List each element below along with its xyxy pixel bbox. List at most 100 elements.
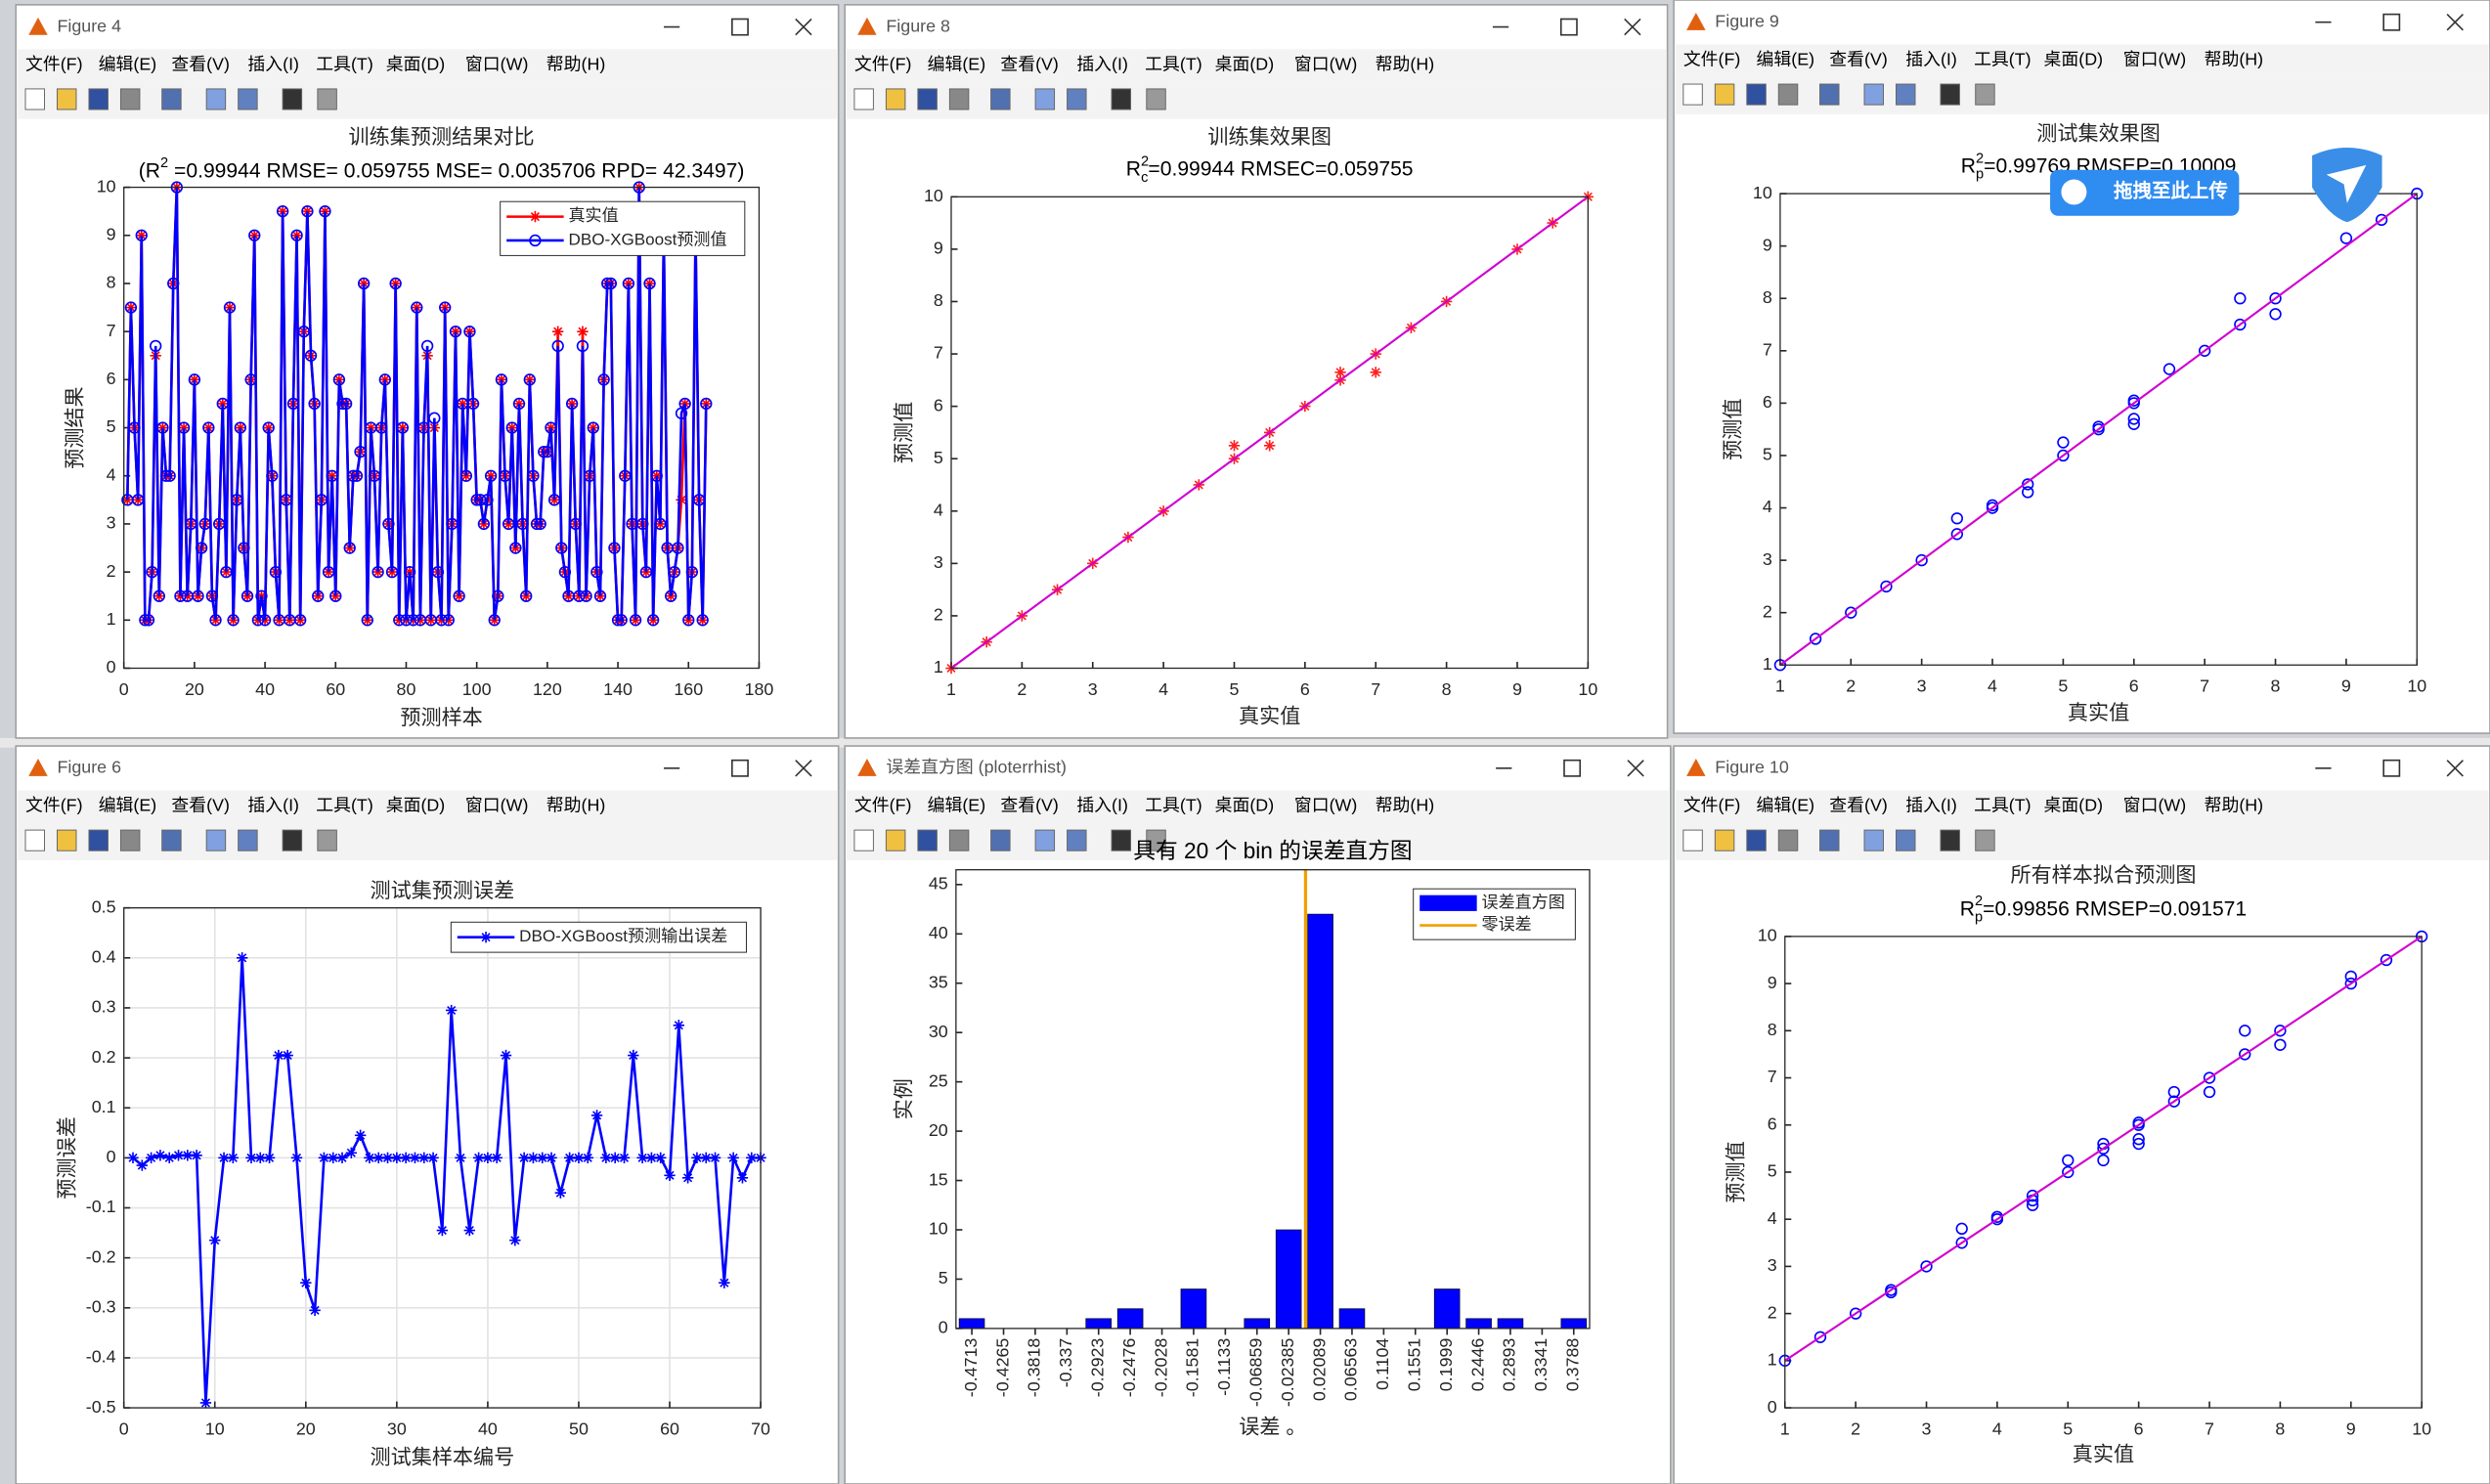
menu-item[interactable]: 工具(T): [316, 54, 373, 73]
toolbar-button[interactable]: [1146, 829, 1166, 851]
maximize-button[interactable]: [2382, 13, 2401, 31]
menu-item[interactable]: 桌面(D): [1215, 795, 1275, 814]
toolbar-button[interactable]: [1146, 88, 1166, 110]
maximize-button[interactable]: [1559, 18, 1578, 36]
menu-item[interactable]: 窗口(W): [2123, 795, 2187, 814]
menu-item[interactable]: 查看(V): [171, 54, 230, 73]
toolbar-button[interactable]: [205, 88, 227, 110]
toolbar-button[interactable]: [24, 88, 45, 110]
menu-item[interactable]: 帮助(H): [546, 795, 606, 814]
menu-item[interactable]: 查看(V): [171, 795, 230, 814]
maximize-button[interactable]: [2382, 759, 2401, 777]
toolbar-button[interactable]: [119, 829, 141, 851]
toolbar-button[interactable]: [56, 88, 77, 110]
toolbar-button[interactable]: [1034, 88, 1056, 110]
toolbar-button[interactable]: [1111, 88, 1132, 110]
menu-item[interactable]: 窗口(W): [1294, 795, 1358, 814]
maximize-button[interactable]: [1563, 759, 1582, 777]
menu-item[interactable]: 工具(T): [1145, 54, 1202, 73]
toolbar-button[interactable]: [1777, 829, 1799, 851]
menu-item[interactable]: 帮助(H): [1376, 795, 1435, 814]
menu-item[interactable]: 插入(I): [1076, 54, 1128, 73]
menu-item[interactable]: 编辑(E): [99, 795, 157, 814]
menu-item[interactable]: 工具(T): [1145, 795, 1202, 814]
close-button[interactable]: [1627, 760, 1644, 777]
menu-item[interactable]: 文件(F): [25, 795, 83, 814]
toolbar-button[interactable]: [1975, 829, 1995, 851]
menu-item[interactable]: 文件(F): [1683, 795, 1741, 814]
toolbar-button[interactable]: [948, 829, 970, 851]
toolbar-button[interactable]: [885, 88, 906, 110]
toolbar-button[interactable]: [1746, 83, 1767, 106]
toolbar-button[interactable]: [161, 88, 182, 110]
toolbar-button[interactable]: [1863, 829, 1884, 851]
toolbar-button[interactable]: [282, 829, 303, 851]
menu-item[interactable]: 插入(I): [247, 795, 299, 814]
menu-item[interactable]: 查看(V): [1000, 795, 1059, 814]
menu-item[interactable]: 编辑(E): [1757, 795, 1815, 814]
toolbar-button[interactable]: [56, 829, 77, 851]
toolbar-button[interactable]: [119, 88, 141, 110]
close-button[interactable]: [2446, 760, 2464, 777]
toolbar-button[interactable]: [1067, 88, 1087, 110]
toolbar-button[interactable]: [917, 829, 938, 851]
toolbar-button[interactable]: [1682, 829, 1703, 851]
toolbar-button[interactable]: [317, 829, 337, 851]
menu-item[interactable]: 桌面(D): [386, 54, 446, 73]
menu-item[interactable]: 帮助(H): [2205, 795, 2264, 814]
close-button[interactable]: [1624, 18, 1641, 36]
toolbar-button[interactable]: [238, 88, 258, 110]
toolbar-button[interactable]: [205, 829, 227, 851]
toolbar-button[interactable]: [238, 829, 258, 851]
toolbar-button[interactable]: [885, 829, 906, 851]
toolbar-button[interactable]: [1067, 829, 1087, 851]
menu-item[interactable]: 窗口(W): [1294, 54, 1358, 73]
toolbar-button[interactable]: [917, 88, 938, 110]
toolbar-button[interactable]: [1975, 83, 1995, 106]
close-button[interactable]: [795, 18, 812, 36]
menu-item[interactable]: 窗口(W): [465, 54, 529, 73]
toolbar-button[interactable]: [1746, 829, 1767, 851]
toolbar-button[interactable]: [853, 829, 874, 851]
toolbar-button[interactable]: [88, 829, 109, 851]
menu-item[interactable]: 窗口(W): [2123, 49, 2187, 68]
menu-item[interactable]: 窗口(W): [465, 795, 529, 814]
menu-item[interactable]: 工具(T): [316, 795, 373, 814]
menu-item[interactable]: 桌面(D): [2044, 49, 2104, 68]
toolbar-button[interactable]: [1896, 829, 1916, 851]
toolbar-button[interactable]: [1682, 83, 1703, 106]
menu-item[interactable]: 帮助(H): [2205, 49, 2264, 68]
menu-item[interactable]: 插入(I): [1076, 795, 1128, 814]
menu-item[interactable]: 插入(I): [247, 54, 299, 73]
close-button[interactable]: [2446, 14, 2464, 31]
toolbar-button[interactable]: [990, 88, 1011, 110]
toolbar-button[interactable]: [161, 829, 182, 851]
menu-item[interactable]: 工具(T): [1974, 795, 2031, 814]
toolbar-button[interactable]: [990, 829, 1011, 851]
toolbar-button[interactable]: [1034, 829, 1056, 851]
toolbar-button[interactable]: [948, 88, 970, 110]
close-button[interactable]: [795, 760, 812, 777]
menu-item[interactable]: 文件(F): [854, 795, 912, 814]
menu-item[interactable]: 编辑(E): [928, 54, 986, 73]
toolbar-button[interactable]: [1819, 829, 1840, 851]
menu-item[interactable]: 文件(F): [1683, 49, 1741, 68]
menu-item[interactable]: 帮助(H): [1376, 54, 1435, 73]
maximize-button[interactable]: [731, 759, 749, 777]
menu-item[interactable]: 编辑(E): [99, 54, 157, 73]
menu-item[interactable]: 文件(F): [854, 54, 912, 73]
toolbar-button[interactable]: [1819, 83, 1840, 106]
toolbar-button[interactable]: [282, 88, 303, 110]
menu-item[interactable]: 插入(I): [1905, 795, 1957, 814]
toolbar-button[interactable]: [1940, 83, 1960, 106]
toolbar-button[interactable]: [24, 829, 45, 851]
menu-item[interactable]: 编辑(E): [928, 795, 986, 814]
menu-item[interactable]: 查看(V): [1000, 54, 1059, 73]
toolbar-button[interactable]: [853, 88, 874, 110]
menu-item[interactable]: 查看(V): [1829, 49, 1888, 68]
menu-item[interactable]: 桌面(D): [2044, 795, 2104, 814]
menu-item[interactable]: 查看(V): [1829, 795, 1888, 814]
menu-item[interactable]: 编辑(E): [1757, 49, 1815, 68]
menu-item[interactable]: 工具(T): [1974, 49, 2031, 68]
maximize-button[interactable]: [731, 18, 749, 36]
